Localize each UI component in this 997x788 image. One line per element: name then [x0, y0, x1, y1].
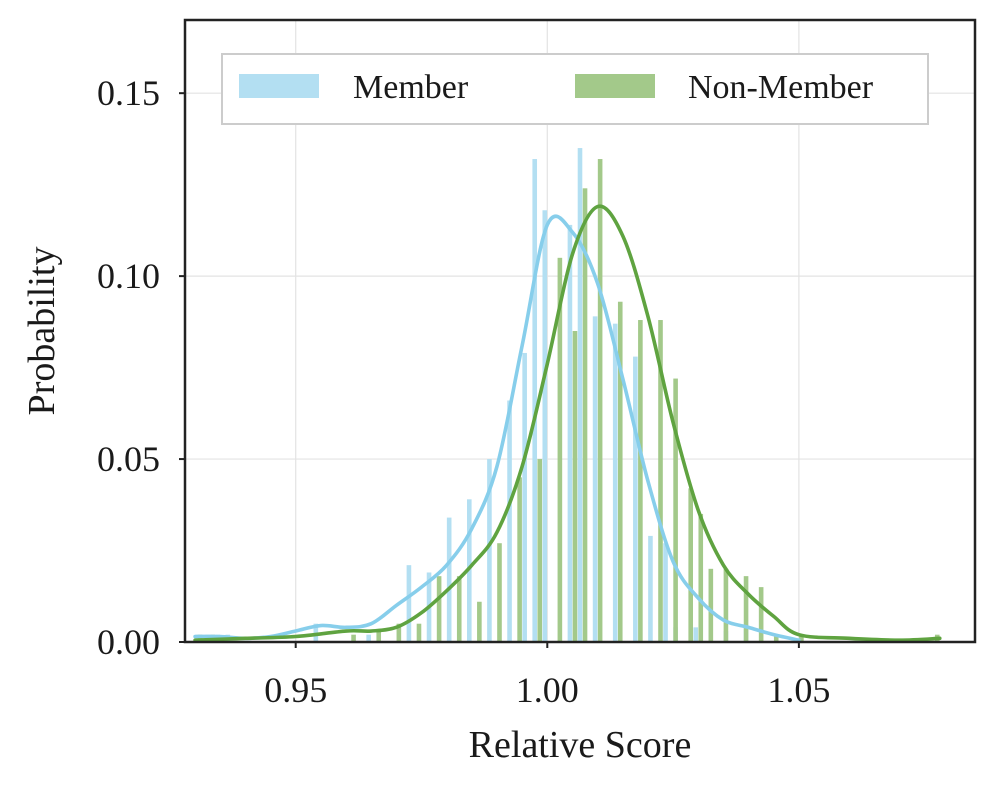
kde-line-non-member: [193, 204, 942, 642]
legend-swatch-non-member: [575, 74, 655, 98]
bar-member: [522, 352, 527, 642]
bar-non-member: [557, 257, 563, 642]
y-tick-label: 0.05: [97, 439, 160, 479]
bar-member: [693, 627, 699, 642]
bar-member: [532, 159, 538, 643]
bar-member: [567, 224, 573, 643]
bar-member: [663, 543, 668, 642]
bar-member: [633, 356, 638, 642]
legend: Member Non-Member: [221, 53, 929, 125]
x-tick-label: 1.00: [516, 670, 579, 710]
legend-label-non-member: Non-Member: [688, 69, 874, 106]
bar-non-member: [351, 634, 356, 642]
bar-non-member: [396, 623, 402, 642]
bar-non-member: [688, 488, 694, 642]
x-tick-label: 1.05: [767, 670, 830, 710]
bars-non-member: [197, 159, 940, 643]
legend-label-member: Member: [353, 69, 469, 106]
bar-member: [366, 634, 371, 642]
bar-member: [577, 148, 583, 642]
bar-non-member: [638, 320, 643, 642]
bar-member: [542, 210, 548, 642]
y-tick-label: 0.15: [97, 73, 160, 113]
bar-non-member: [708, 568, 714, 642]
bar-non-member: [743, 576, 749, 642]
bar-non-member: [758, 587, 764, 642]
tick-layer: 0.95 1.00 1.05 0.00 0.05 0.10 0.15: [97, 73, 830, 710]
bar-non-member: [537, 459, 543, 642]
bar-non-member: [517, 477, 522, 642]
bar-non-member: [477, 601, 482, 642]
bar-member: [446, 517, 452, 642]
bar-non-member: [799, 634, 804, 642]
bar-non-member: [582, 188, 588, 642]
kde-curves: [193, 204, 942, 642]
legend-swatch-member: [239, 74, 319, 98]
x-axis-label: Relative Score: [469, 724, 692, 766]
bar-non-member: [497, 543, 502, 642]
y-tick-label: 0.10: [97, 256, 160, 296]
bar-non-member: [436, 576, 442, 642]
bar-non-member: [376, 631, 382, 642]
bar-non-member: [773, 634, 779, 642]
bar-non-member: [658, 320, 663, 642]
bar-non-member: [673, 378, 678, 642]
bar-member: [507, 400, 512, 642]
bar-member: [612, 323, 618, 642]
bar-member: [648, 535, 653, 642]
kde-line-member: [193, 214, 801, 642]
plot-frame: [183, 18, 977, 644]
bar-non-member: [597, 159, 603, 643]
bar-member: [592, 316, 598, 642]
bar-member: [487, 459, 492, 642]
bar-member: [406, 565, 412, 642]
y-axis-label: Probability: [21, 247, 63, 416]
bar-non-member: [617, 301, 623, 642]
bar-non-member: [456, 576, 462, 642]
x-tick-label: 0.95: [264, 670, 327, 710]
bar-non-member: [572, 331, 578, 642]
bar-non-member: [698, 513, 704, 642]
y-tick-label: 0.00: [97, 622, 160, 662]
bar-non-member: [723, 568, 729, 642]
bar-non-member: [416, 623, 422, 642]
